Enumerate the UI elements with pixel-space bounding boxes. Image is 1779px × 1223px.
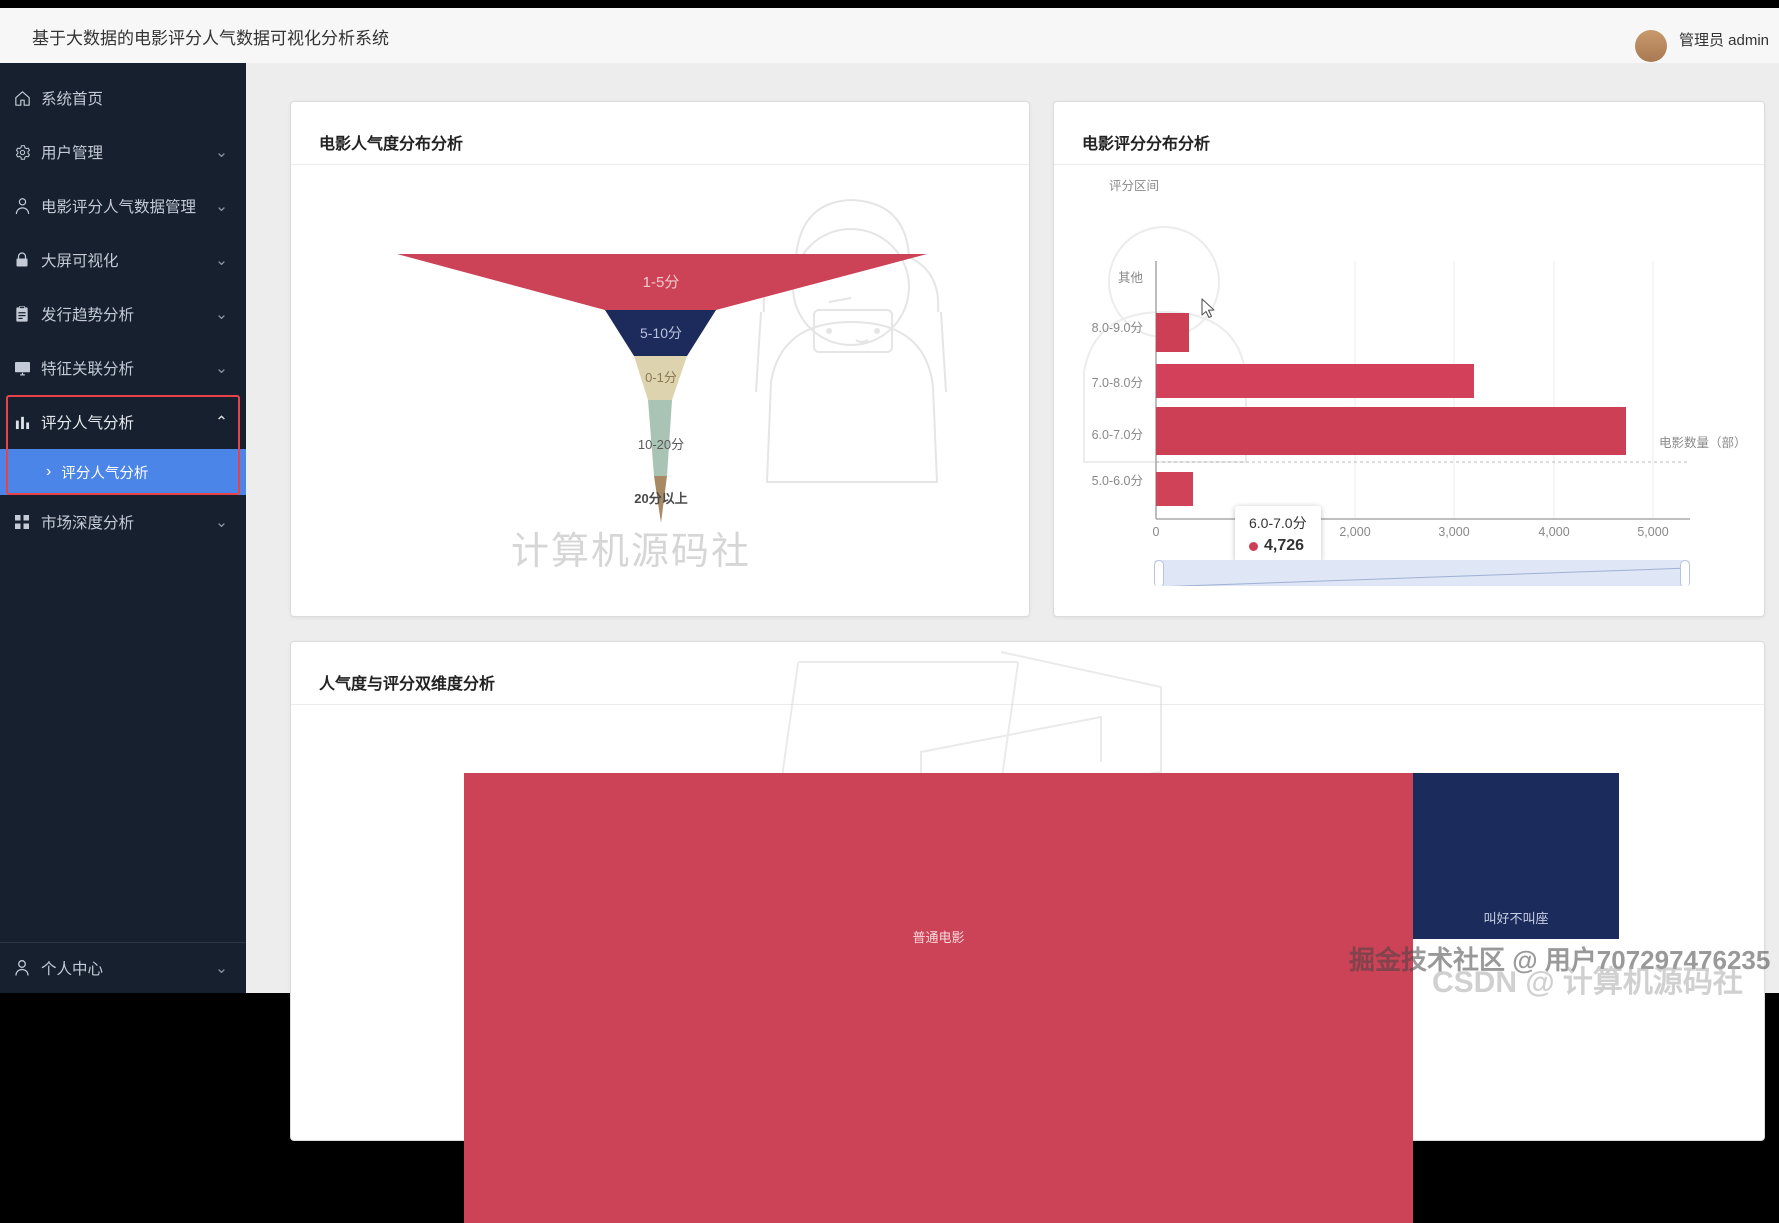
svg-text:20分以上: 20分以上 [634,491,687,506]
svg-text:10-20分: 10-20分 [638,437,684,452]
svg-text:1-5分: 1-5分 [643,274,680,291]
svg-text:5,000: 5,000 [1637,525,1668,539]
svg-text:5-10分: 5-10分 [640,325,682,341]
svg-text:5.0-6.0分: 5.0-6.0分 [1092,474,1143,488]
svg-text:0-1分: 0-1分 [645,370,677,385]
svg-text:7.0-8.0分: 7.0-8.0分 [1092,376,1143,390]
svg-text:4,000: 4,000 [1538,525,1569,539]
svg-text:0: 0 [1153,525,1160,539]
svg-text:6.0-7.0分: 6.0-7.0分 [1092,428,1143,442]
svg-text:其他: 其他 [1118,271,1144,285]
svg-text:2,000: 2,000 [1339,525,1370,539]
svg-text:3,000: 3,000 [1438,525,1469,539]
svg-text:8.0-9.0分: 8.0-9.0分 [1092,321,1143,335]
